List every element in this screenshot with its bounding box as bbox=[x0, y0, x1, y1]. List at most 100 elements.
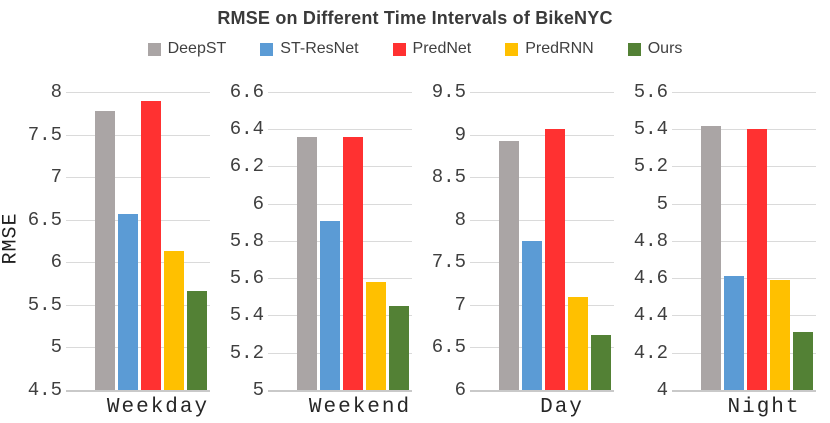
bar-deepst bbox=[297, 136, 317, 390]
y-tick-label: 7 bbox=[454, 294, 466, 316]
bar-deepst bbox=[499, 141, 519, 390]
chart-panel-weekend: 5 5.2 5.4 5.6 5.8 6 6.2 6.4 6.6 Weekend bbox=[224, 82, 426, 422]
bar-st-resnet bbox=[724, 276, 744, 390]
y-tick-label: 6.5 bbox=[431, 336, 466, 358]
bar-predrnn bbox=[366, 282, 386, 390]
gridline bbox=[66, 305, 210, 306]
legend-label: DeepST bbox=[167, 40, 227, 57]
chart-panel-night: 4 4.2 4.4 4.6 4.8 5 5.2 5.4 5.6 Night bbox=[628, 82, 830, 422]
x-axis-label-day: Day bbox=[540, 396, 584, 419]
gridline bbox=[268, 204, 412, 205]
gridline bbox=[268, 315, 412, 316]
bar-prednet bbox=[343, 136, 363, 390]
gridline bbox=[672, 241, 816, 242]
bar-prednet bbox=[545, 128, 565, 390]
gridline bbox=[268, 241, 412, 242]
legend-item-ours: Ours bbox=[627, 40, 682, 58]
y-tick-label: 7 bbox=[50, 166, 62, 188]
chart-title: RMSE on Different Time Intervals of Bike… bbox=[217, 8, 613, 28]
chart-panels-row: RMSE 4.5 5 5.5 6 6.5 7 7.5 8 Weekday 5 5.2 5.4 5.6 5.… bbox=[0, 82, 830, 422]
gridline bbox=[672, 166, 816, 167]
bar-deepst bbox=[701, 125, 721, 390]
y-tick-label: 6 bbox=[50, 251, 62, 273]
gridline bbox=[66, 220, 210, 221]
y-tick-label: 5.6 bbox=[633, 81, 668, 103]
y-axis-label: RMSE bbox=[0, 212, 23, 265]
legend-swatch-st-resnet-icon bbox=[260, 42, 274, 56]
gridline bbox=[470, 92, 614, 93]
y-tick-label: 6.2 bbox=[229, 155, 264, 177]
legend-label: PredNet bbox=[412, 40, 472, 57]
gridline bbox=[672, 278, 816, 279]
gridline bbox=[672, 92, 816, 93]
y-tick-label: 8 bbox=[454, 209, 466, 231]
plot-area-night bbox=[672, 92, 816, 392]
gridline bbox=[66, 92, 210, 93]
bar-st-resnet bbox=[118, 213, 138, 390]
bar-prednet bbox=[747, 129, 767, 390]
bar-predrnn bbox=[568, 297, 588, 390]
gridline bbox=[66, 262, 210, 263]
bar-ours bbox=[591, 334, 611, 390]
bar-group-day bbox=[499, 128, 611, 390]
y-tick-label: 5.4 bbox=[633, 118, 668, 140]
y-tick-label: 5.5 bbox=[27, 294, 62, 316]
legend-item-st-resnet: ST-ResNet bbox=[260, 40, 359, 58]
x-axis-label-night: Night bbox=[727, 396, 801, 419]
y-tick-label: 5.4 bbox=[229, 304, 264, 326]
chart-panel-day: 6 6.5 7 7.5 8 8.5 9 9.5 Day bbox=[426, 82, 628, 422]
gridline bbox=[470, 220, 614, 221]
gridline bbox=[470, 177, 614, 178]
y-tick-label: 4.6 bbox=[633, 267, 668, 289]
y-tick-label: 8.5 bbox=[431, 166, 466, 188]
chart-panel-weekday: 4.5 5 5.5 6 6.5 7 7.5 8 Weekday bbox=[22, 82, 224, 422]
gridline bbox=[470, 305, 614, 306]
bar-predrnn bbox=[164, 251, 184, 390]
legend-label: ST-ResNet bbox=[280, 40, 359, 57]
x-axis-label-weekday: Weekday bbox=[106, 396, 210, 419]
gridline bbox=[470, 262, 614, 263]
bar-group-weekend bbox=[297, 136, 409, 390]
gridline bbox=[66, 135, 210, 136]
gridline bbox=[66, 347, 210, 348]
bar-ours bbox=[389, 306, 409, 390]
legend-item-deepst: DeepST bbox=[147, 40, 227, 58]
legend: DeepST ST-ResNet PredNet PredRNN Ours bbox=[0, 38, 830, 60]
y-tick-label: 5 bbox=[656, 193, 668, 215]
y-tick-label: 6 bbox=[454, 379, 466, 401]
y-tick-label: 5.2 bbox=[229, 342, 264, 364]
y-tick-label: 8 bbox=[50, 81, 62, 103]
legend-item-predrnn: PredRNN bbox=[505, 40, 594, 58]
y-tick-label: 5 bbox=[50, 336, 62, 358]
y-tick-label: 9.5 bbox=[431, 81, 466, 103]
bar-predrnn bbox=[770, 280, 790, 390]
plot-area-weekend bbox=[268, 92, 412, 392]
gridline bbox=[672, 129, 816, 130]
gridline bbox=[268, 278, 412, 279]
legend-swatch-deepst-icon bbox=[147, 42, 161, 56]
gridline bbox=[470, 347, 614, 348]
legend-swatch-predrnn-icon bbox=[505, 42, 519, 56]
bar-ours bbox=[187, 291, 207, 390]
y-tick-label: 9 bbox=[454, 124, 466, 146]
y-tick-label: 6.5 bbox=[27, 209, 62, 231]
bar-group-weekday bbox=[95, 101, 207, 390]
y-tick-label: 5.8 bbox=[229, 230, 264, 252]
gridline bbox=[672, 353, 816, 354]
gridline bbox=[268, 166, 412, 167]
y-tick-label: 6.4 bbox=[229, 118, 264, 140]
y-tick-label: 7.5 bbox=[27, 124, 62, 146]
y-axis-label-column: RMSE bbox=[0, 92, 23, 422]
bar-st-resnet bbox=[522, 241, 542, 390]
gridline bbox=[470, 135, 614, 136]
y-tick-label: 4 bbox=[656, 379, 668, 401]
gridline bbox=[66, 177, 210, 178]
y-tick-label: 5.6 bbox=[229, 267, 264, 289]
y-tick-label: 7.5 bbox=[431, 251, 466, 273]
y-tick-label: 6.6 bbox=[229, 81, 264, 103]
legend-swatch-ours-icon bbox=[627, 42, 641, 56]
gridline bbox=[672, 204, 816, 205]
bar-ours bbox=[793, 332, 813, 390]
gridline bbox=[268, 353, 412, 354]
